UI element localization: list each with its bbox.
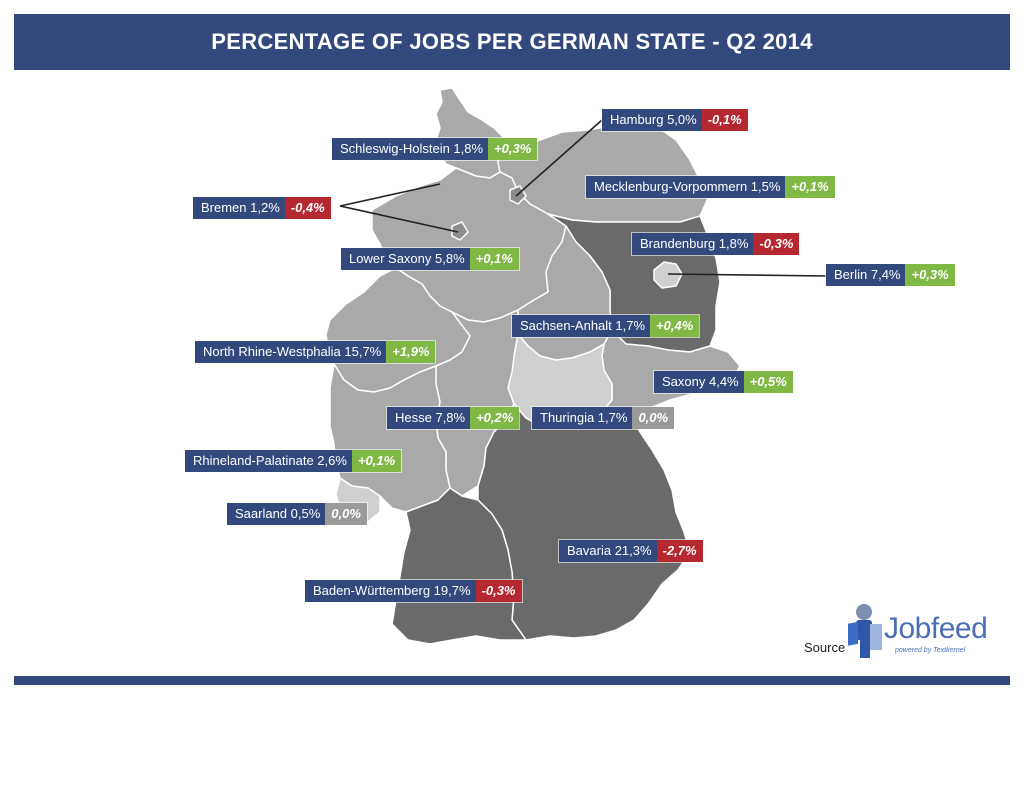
label-name: Hesse 7,8% xyxy=(387,407,471,429)
leader-line-bremen-1 xyxy=(339,183,441,207)
label-lower-saxony: Lower Saxony 5,8% +0,1% xyxy=(341,248,519,270)
label-change: -0,1% xyxy=(701,109,748,131)
label-change: +0,2% xyxy=(470,407,520,429)
label-change: +0,1% xyxy=(785,176,835,198)
label-name: Brandenburg 1,8% xyxy=(632,233,754,255)
label-name: Rhineland-Palatinate 2,6% xyxy=(185,450,352,472)
label-name: Bavaria 21,3% xyxy=(559,540,657,562)
label-change: -0,3% xyxy=(753,233,800,255)
label-bavaria: Bavaria 21,3% -2,7% xyxy=(559,540,703,562)
label-thuringia: Thuringia 1,7% 0,0% xyxy=(532,407,675,429)
label-name: Saarland 0,5% xyxy=(227,503,326,525)
label-name: Saxony 4,4% xyxy=(654,371,744,393)
label-change: 0,0% xyxy=(632,407,675,429)
label-name: Berlin 7,4% xyxy=(826,264,906,286)
logo-text: Jobfeed xyxy=(884,612,988,645)
label-brandenburg: Brandenburg 1,8% -0,3% xyxy=(632,233,800,255)
label-change: +0,5% xyxy=(743,371,793,393)
state-schleswig-holstein xyxy=(435,87,507,179)
label-name: North Rhine-Westphalia 15,7% xyxy=(195,341,387,363)
state-baden-wurttemberg xyxy=(391,487,527,645)
label-name: Sachsen-Anhalt 1,7% xyxy=(512,315,651,337)
label-saarland: Saarland 0,5% 0,0% xyxy=(227,503,367,525)
label-schleswig-holstein: Schleswig-Holstein 1,8% +0,3% xyxy=(332,138,538,160)
label-name: Schleswig-Holstein 1,8% xyxy=(332,138,489,160)
state-berlin xyxy=(653,261,683,289)
label-hesse: Hesse 7,8% +0,2% xyxy=(387,407,520,429)
jobfeed-logo-icon xyxy=(848,604,882,658)
state-bremen xyxy=(451,221,469,241)
label-north-rhine-westphalia: North Rhine-Westphalia 15,7% +1,9% xyxy=(195,341,436,363)
label-mecklenburg-vorpommern: Mecklenburg-Vorpommern 1,5% +0,1% xyxy=(586,176,835,198)
label-name: Hamburg 5,0% xyxy=(602,109,702,131)
label-change: -0,4% xyxy=(284,197,331,219)
label-name: Baden-Württemberg 19,7% xyxy=(305,580,476,602)
label-hamburg: Hamburg 5,0% -0,1% xyxy=(602,109,748,131)
label-bremen: Bremen 1,2% -0,4% xyxy=(193,197,331,219)
leader-line-berlin xyxy=(667,273,827,277)
label-sachsen-anhalt: Sachsen-Anhalt 1,7% +0,4% xyxy=(512,315,700,337)
page-title: PERCENTAGE OF JOBS PER GERMAN STATE - Q2… xyxy=(211,29,813,54)
label-change: +0,4% xyxy=(650,315,700,337)
leader-line-bremen-2 xyxy=(339,205,459,233)
footer-bar xyxy=(14,676,1010,685)
label-name: Mecklenburg-Vorpommern 1,5% xyxy=(586,176,786,198)
label-change: 0,0% xyxy=(325,503,367,525)
label-change: +0,3% xyxy=(488,138,538,160)
label-rhineland-palatinate: Rhineland-Palatinate 2,6% +0,1% xyxy=(185,450,402,472)
label-name: Thuringia 1,7% xyxy=(532,407,633,429)
title-banner: PERCENTAGE OF JOBS PER GERMAN STATE - Q2… xyxy=(14,14,1010,70)
label-name: Bremen 1,2% xyxy=(193,197,285,219)
label-change: +0,1% xyxy=(351,450,402,472)
label-berlin: Berlin 7,4% +0,3% xyxy=(826,264,955,286)
label-name: Lower Saxony 5,8% xyxy=(341,248,470,270)
logo-tagline: powered by Textkernel xyxy=(895,647,966,654)
label-change: -2,7% xyxy=(656,540,703,562)
label-change: +0,1% xyxy=(469,248,519,270)
label-baden-wurttemberg: Baden-Württemberg 19,7% -0,3% xyxy=(305,580,522,602)
source-label: Source xyxy=(804,640,846,655)
label-saxony: Saxony 4,4% +0,5% xyxy=(654,371,793,393)
label-change: +1,9% xyxy=(386,341,436,363)
leader-line-hamburg xyxy=(515,119,603,197)
label-change: +0,3% xyxy=(905,264,955,286)
label-change: -0,3% xyxy=(475,580,522,602)
